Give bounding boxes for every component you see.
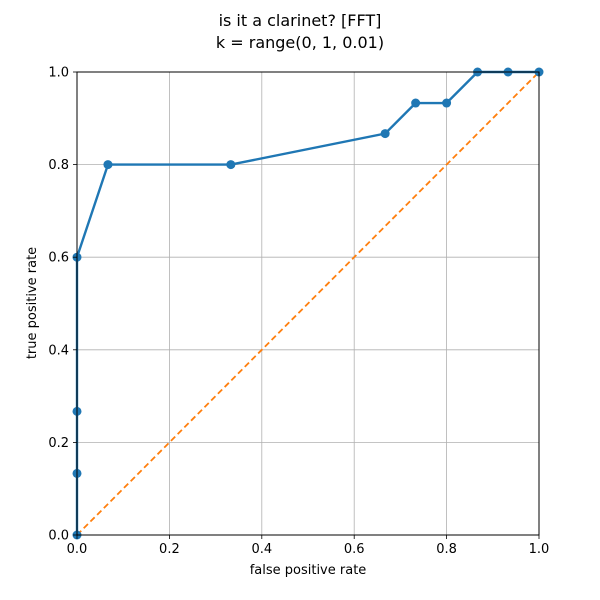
y-tick-label: 0.6 <box>48 251 69 266</box>
chart-title-line-2: k = range(0, 1, 0.01) <box>216 33 384 52</box>
roc-point-marker <box>103 160 113 170</box>
x-tick-label: 0.4 <box>251 542 272 557</box>
y-tick-label: 0.0 <box>48 529 69 544</box>
y-tick-label: 0.2 <box>48 436 69 451</box>
chance-line <box>76 71 540 536</box>
x-tick-label: 0.8 <box>436 542 457 557</box>
x-tick-label: 0.2 <box>159 542 180 557</box>
x-axis-label: false positive rate <box>250 563 367 578</box>
y-tick-label: 0.8 <box>48 158 69 173</box>
x-tick-label: 1.0 <box>529 542 550 557</box>
y-tick-label: 0.4 <box>48 343 69 358</box>
x-tick-label: 0.6 <box>344 542 365 557</box>
roc-point-marker <box>380 129 390 139</box>
roc-point-marker <box>442 98 452 108</box>
y-axis-label: true positive rate <box>25 247 40 359</box>
roc-point-marker <box>226 160 236 170</box>
chart-title-line-1: is it a clarinet? [FFT] <box>219 11 382 30</box>
ticks: 0.0 0.2 0.4 0.6 0.8 1.0 0.0 0.2 0.4 0.6 0.8 1.0 <box>48 66 549 558</box>
series-layer <box>72 67 544 540</box>
y-tick-label: 1.0 <box>48 66 69 81</box>
x-tick-label: 0.0 <box>67 542 88 557</box>
roc-point-marker <box>411 98 421 108</box>
plot-frame <box>76 71 540 536</box>
